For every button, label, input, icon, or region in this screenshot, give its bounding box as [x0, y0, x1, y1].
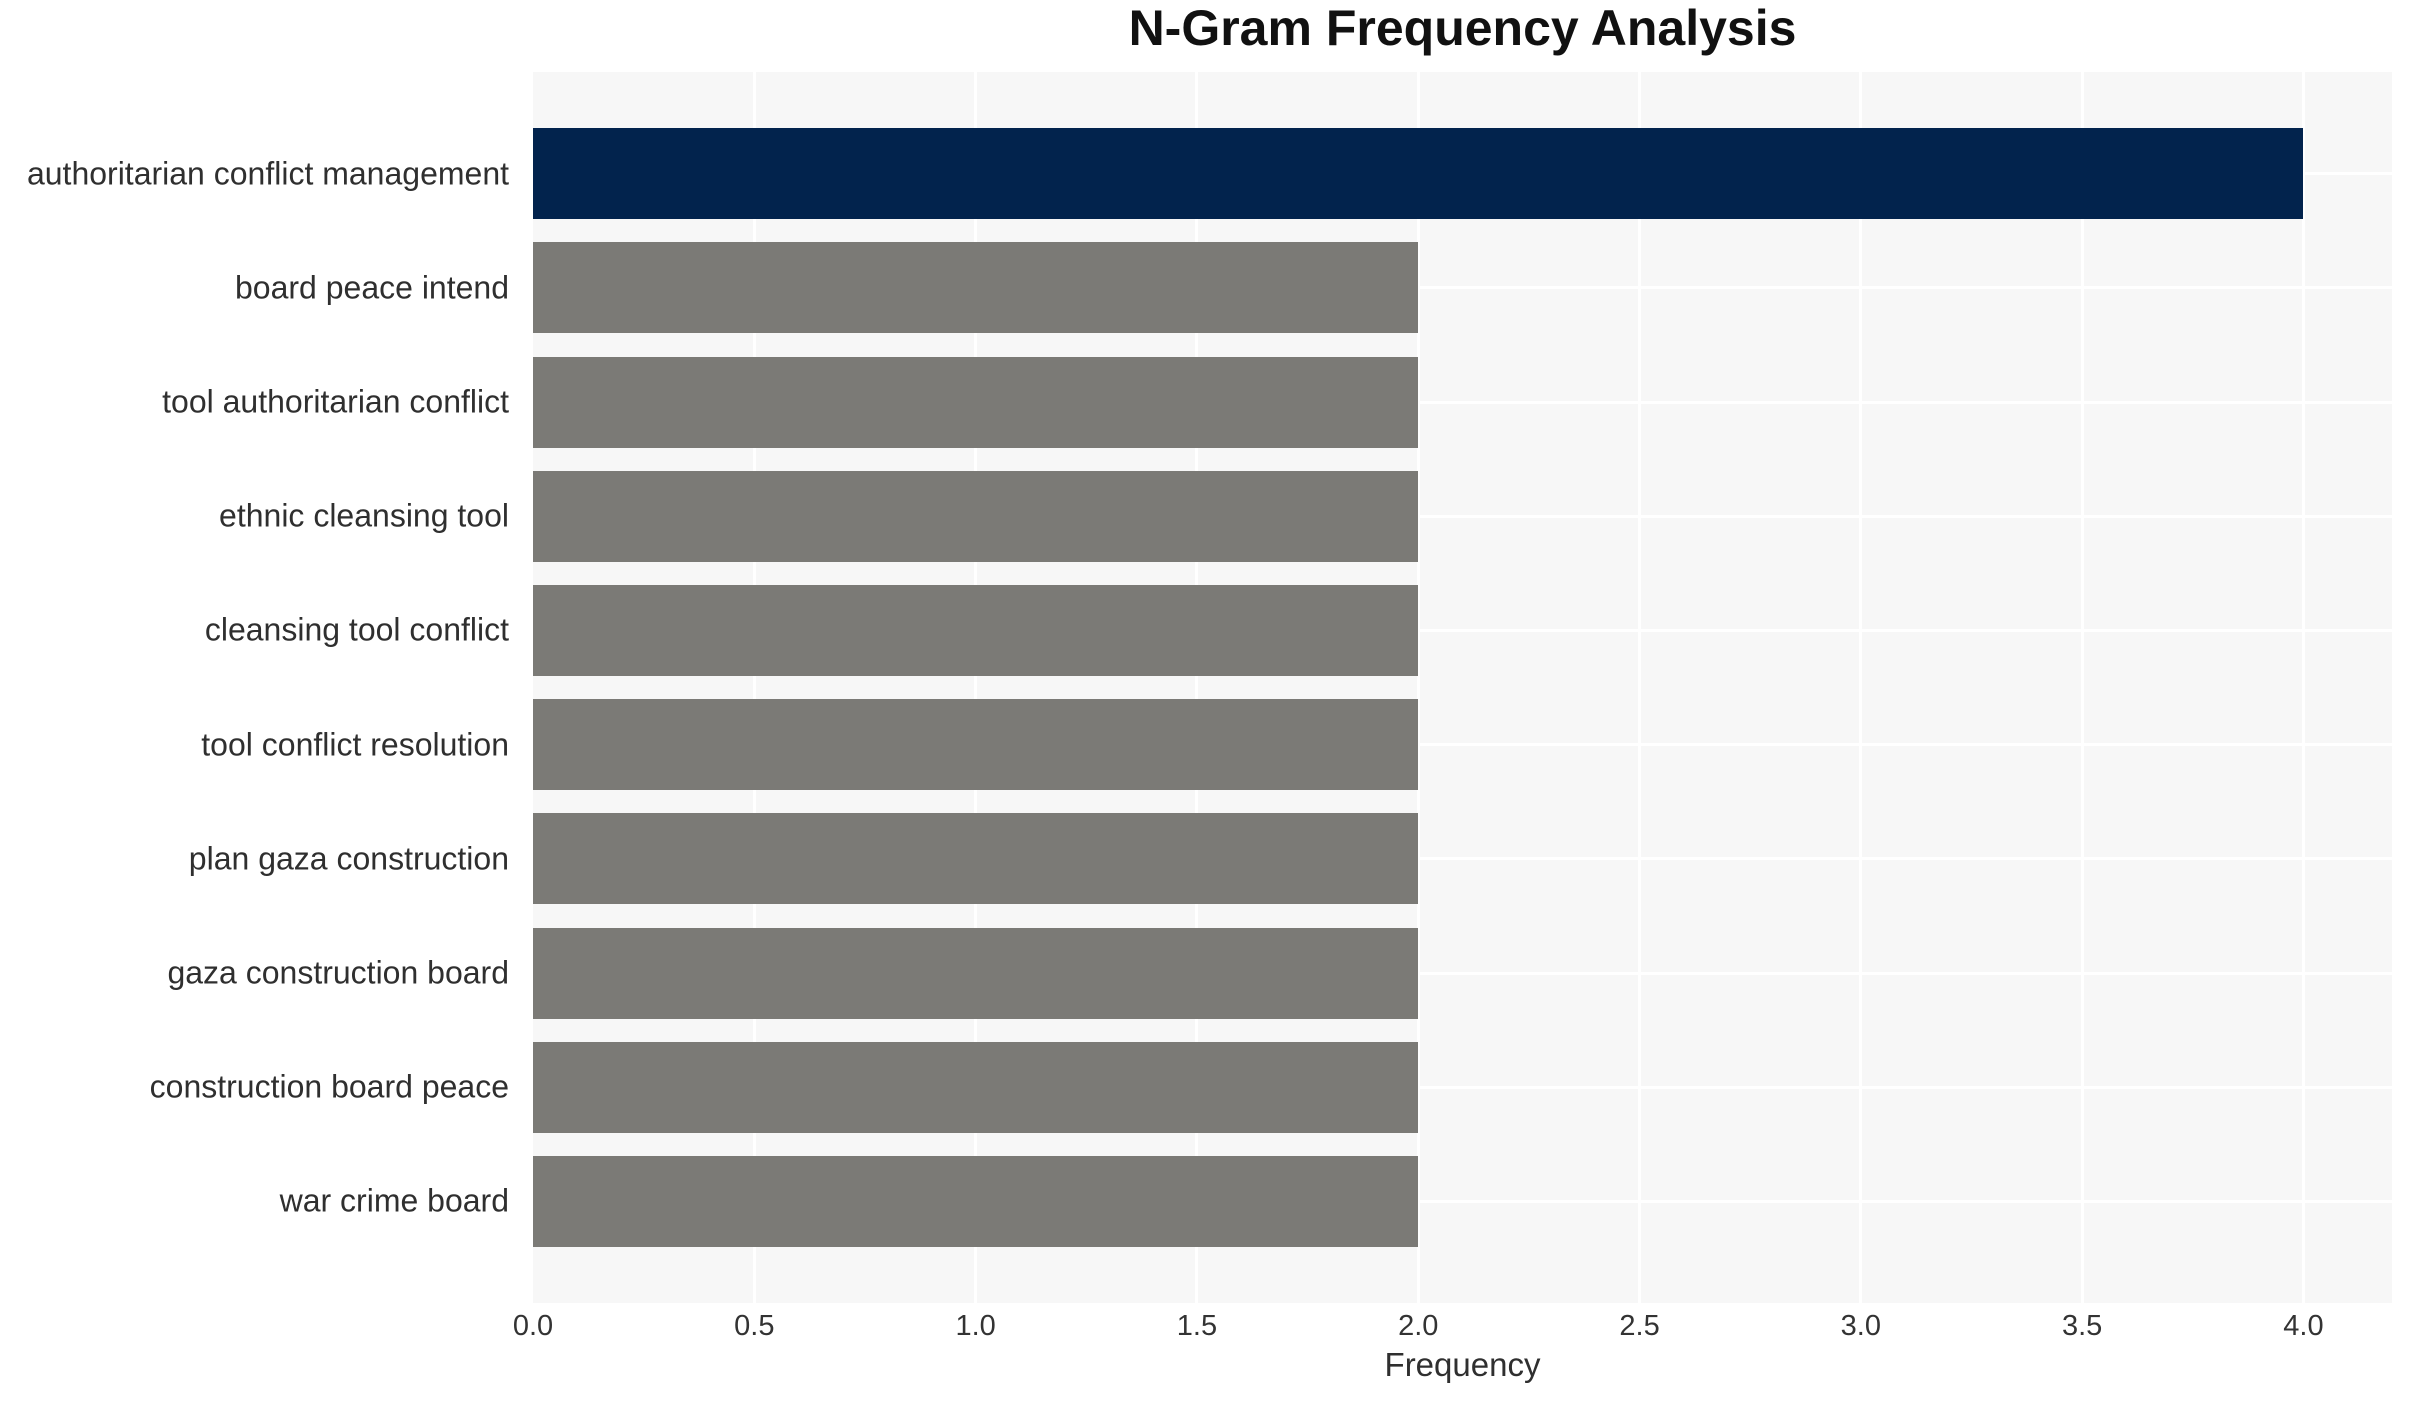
- bar-gaza-construction-board: [533, 927, 1419, 1019]
- x-tick-label: 1.0: [955, 1310, 996, 1342]
- gridline-horizontal: [533, 971, 2392, 975]
- category-label: construction board peace: [149, 1068, 509, 1105]
- x-tick-label: 3.5: [2061, 1310, 2103, 1342]
- category-label: ethnic cleansing tool: [219, 497, 509, 534]
- plot-area: [533, 72, 2392, 1303]
- category-label: board peace intend: [235, 269, 509, 306]
- gridline-horizontal: [533, 400, 2392, 404]
- category-label: cleansing tool conflict: [204, 611, 509, 648]
- bar-plan-gaza-construction: [533, 813, 1419, 905]
- category-label: authoritarian conflict management: [26, 155, 509, 192]
- gridline-vertical: [1638, 72, 1642, 1303]
- x-axis-tick-labels: 0.0 0.5 1.0 1.5 2.0 2.5 3.0 3.5 4.0: [513, 1310, 2392, 1350]
- y-axis-category-labels: authoritarian conflict management board p…: [0, 72, 521, 1303]
- gridline-horizontal: [533, 286, 2392, 290]
- gridline-vertical: [974, 72, 978, 1303]
- bar-war-crime-board: [533, 1155, 1419, 1247]
- x-tick-label: 4.0: [2283, 1310, 2324, 1342]
- category-label: plan gaza construction: [188, 840, 509, 877]
- gridline-vertical: [2080, 72, 2084, 1303]
- gridline-vertical: [1195, 72, 1199, 1303]
- bar-authoritarian-conflict-management: [533, 128, 2304, 220]
- gridline-horizontal: [533, 628, 2392, 632]
- category-label: war crime board: [279, 1182, 509, 1219]
- gridline-horizontal: [533, 1085, 2392, 1089]
- x-tick-label: 3.0: [1840, 1310, 1882, 1342]
- category-label: tool authoritarian conflict: [162, 383, 509, 420]
- gridline-horizontal: [533, 857, 2392, 861]
- bar-ethnic-cleansing-tool: [533, 470, 1419, 562]
- x-tick-label: 1.5: [1176, 1310, 1218, 1342]
- gridline-vertical: [752, 72, 756, 1303]
- x-tick-label: 2.0: [1398, 1310, 1439, 1342]
- x-tick-label: 2.5: [1619, 1310, 1660, 1342]
- gridline-vertical: [1416, 72, 1420, 1303]
- gridline-vertical: [2301, 72, 2305, 1303]
- bar-tool-authoritarian-conflict: [533, 356, 1419, 448]
- gridline-vertical: [1859, 72, 1863, 1303]
- category-label: tool conflict resolution: [201, 726, 509, 763]
- gridline-horizontal: [533, 743, 2392, 747]
- bar-cleansing-tool-conflict: [533, 584, 1419, 676]
- bar-construction-board-peace: [533, 1041, 1419, 1133]
- gridline-horizontal: [533, 514, 2392, 518]
- category-label: gaza construction board: [167, 954, 509, 991]
- gridline-horizontal: [533, 1199, 2392, 1203]
- x-tick-label: 0.0: [512, 1310, 554, 1342]
- bar-tool-conflict-resolution: [533, 699, 1419, 791]
- x-tick-label: 0.5: [734, 1310, 775, 1342]
- x-axis-label: Frequency: [1384, 1346, 1541, 1383]
- bar-board-peace-intend: [533, 242, 1419, 334]
- chart-title: N-Gram Frequency Analysis: [1128, 0, 1797, 56]
